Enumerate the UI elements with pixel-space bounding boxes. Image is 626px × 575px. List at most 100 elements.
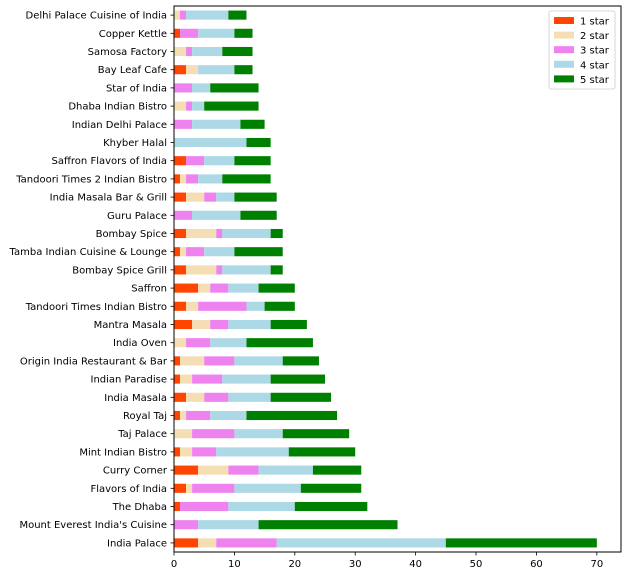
- bar-segment: [186, 228, 217, 239]
- bar-segment: [174, 83, 193, 93]
- bar-segment: [174, 46, 187, 57]
- bar-segment: [186, 392, 205, 402]
- bar-segment: [186, 10, 229, 20]
- y-tick-label: Mantra Masala: [94, 320, 167, 331]
- legend-swatch: [554, 31, 574, 39]
- plot-area: [174, 6, 621, 552]
- y-tick-label: Copper Kettle: [99, 29, 167, 40]
- bar-segment: [186, 156, 205, 166]
- bar-segment: [222, 174, 271, 184]
- bar-segment: [174, 247, 181, 257]
- x-tick-label: 50: [470, 559, 483, 570]
- bar-segment: [288, 447, 356, 457]
- legend-label: 1 star: [580, 17, 610, 28]
- y-tick-label: Dhaba Indian Bistro: [68, 102, 167, 113]
- y-tick-label: Star of India: [106, 83, 167, 94]
- bar-segment: [192, 46, 223, 57]
- bar-segment: [270, 319, 307, 330]
- bar-segment: [198, 301, 247, 311]
- bar-segment: [174, 137, 247, 148]
- bar-segment: [180, 374, 193, 384]
- legend-swatch: [554, 46, 574, 54]
- bar-segment: [270, 228, 283, 239]
- bar-segment: [228, 319, 271, 330]
- bar-segment: [198, 520, 259, 530]
- bar-segment: [180, 247, 187, 257]
- bar-segment: [186, 483, 193, 493]
- bar-segment: [174, 447, 181, 457]
- y-tick-label: India Palace: [107, 538, 167, 549]
- bar-segment: [246, 410, 338, 421]
- bar-segment: [186, 338, 211, 348]
- bar-segment: [174, 101, 187, 111]
- bar-segment: [192, 319, 211, 330]
- bar-segment: [234, 356, 283, 366]
- plot-frame: [173, 5, 622, 553]
- legend-label: 2 star: [580, 31, 610, 42]
- bar-segment: [174, 483, 187, 493]
- bar-segment: [186, 265, 217, 275]
- x-axis-ticks: 0 10 20 30 40 50 60 70: [171, 552, 603, 570]
- bar-segment: [174, 174, 181, 184]
- legend: 1 star 2 star 3 star 4 star 5 star: [548, 10, 616, 90]
- bar-segment: [204, 356, 235, 366]
- bar-segment: [312, 465, 362, 475]
- bar-segment: [198, 65, 235, 75]
- bar-segment: [174, 501, 181, 512]
- bar-segment: [270, 392, 332, 402]
- bar-segment: [186, 174, 199, 184]
- y-tick-label: Saffron Flavors of India: [52, 156, 167, 167]
- bar-segment: [204, 192, 217, 202]
- y-tick-label: Khyber Halal: [103, 138, 167, 149]
- bar-segment: [210, 319, 229, 330]
- bar-segment: [174, 210, 193, 220]
- y-tick-label: Bombay Spice Grill: [72, 265, 167, 276]
- bar-segment: [222, 228, 271, 239]
- x-tick-label: 40: [409, 559, 422, 570]
- bar-segment: [204, 101, 259, 111]
- x-tick-label: 20: [288, 559, 301, 570]
- y-tick-label: India Masala: [104, 393, 167, 404]
- bar-segment: [198, 283, 211, 293]
- x-tick-label: 10: [228, 559, 241, 570]
- bar-segment: [445, 538, 597, 548]
- bar-segment: [192, 447, 217, 457]
- bar-segment: [234, 483, 301, 493]
- bar-segment: [222, 374, 271, 384]
- legend-label: 4 star: [580, 60, 610, 71]
- bar-segment: [210, 338, 247, 348]
- bar-segment: [174, 283, 199, 293]
- bars-layer: [174, 10, 597, 548]
- bar-segment: [204, 392, 229, 402]
- bar-segment: [294, 501, 368, 512]
- bar-segment: [210, 83, 259, 93]
- y-tick-label: Tamba Indian Cuisine & Lounge: [9, 247, 167, 258]
- bar-segment: [180, 447, 193, 457]
- bar-segment: [240, 210, 277, 220]
- bar-segment: [234, 156, 271, 166]
- bar-segment: [174, 65, 187, 75]
- bar-segment: [180, 28, 199, 38]
- bar-segment: [192, 101, 205, 111]
- bar-segment: [192, 83, 211, 93]
- bar-segment: [270, 374, 326, 384]
- bar-segment: [228, 465, 259, 475]
- bar-segment: [180, 174, 187, 184]
- bar-segment: [246, 301, 265, 311]
- bar-segment: [234, 28, 253, 38]
- bar-segment: [174, 338, 187, 348]
- bar-segment: [216, 447, 289, 457]
- bar-segment: [228, 10, 247, 20]
- bar-segment: [198, 465, 229, 475]
- bar-segment: [174, 301, 187, 311]
- y-tick-label: Saffron: [131, 284, 167, 295]
- y-tick-label: India Masala Bar & Grill: [50, 193, 167, 204]
- bar-segment: [198, 538, 217, 548]
- bar-segment: [192, 210, 241, 220]
- y-tick-label: Delhi Palace Cuisine of India: [26, 11, 167, 22]
- bar-segment: [174, 392, 187, 402]
- y-tick-label: Origin India Restaurant & Bar: [20, 356, 168, 367]
- y-tick-label: Curry Corner: [103, 466, 168, 477]
- y-tick-label: Royal Taj: [123, 411, 167, 422]
- bar-segment: [228, 283, 259, 293]
